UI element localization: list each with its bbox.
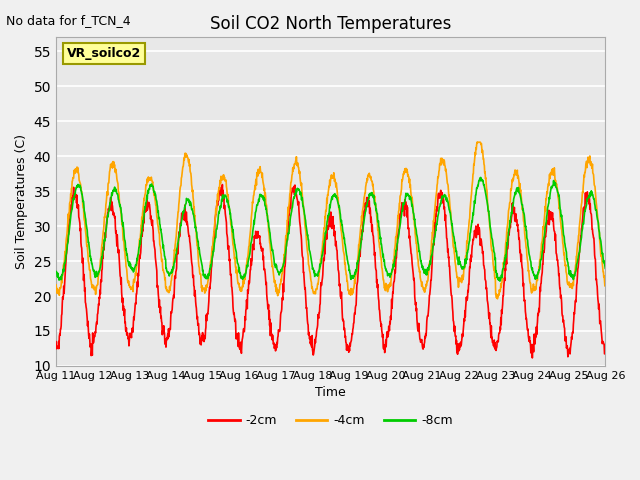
X-axis label: Time: Time xyxy=(316,386,346,399)
Text: VR_soilco2: VR_soilco2 xyxy=(67,47,141,60)
Legend: -2cm, -4cm, -8cm: -2cm, -4cm, -8cm xyxy=(204,409,458,432)
Y-axis label: Soil Temperatures (C): Soil Temperatures (C) xyxy=(15,134,28,269)
Text: No data for f_TCN_4: No data for f_TCN_4 xyxy=(6,14,131,27)
Title: Soil CO2 North Temperatures: Soil CO2 North Temperatures xyxy=(210,15,451,33)
